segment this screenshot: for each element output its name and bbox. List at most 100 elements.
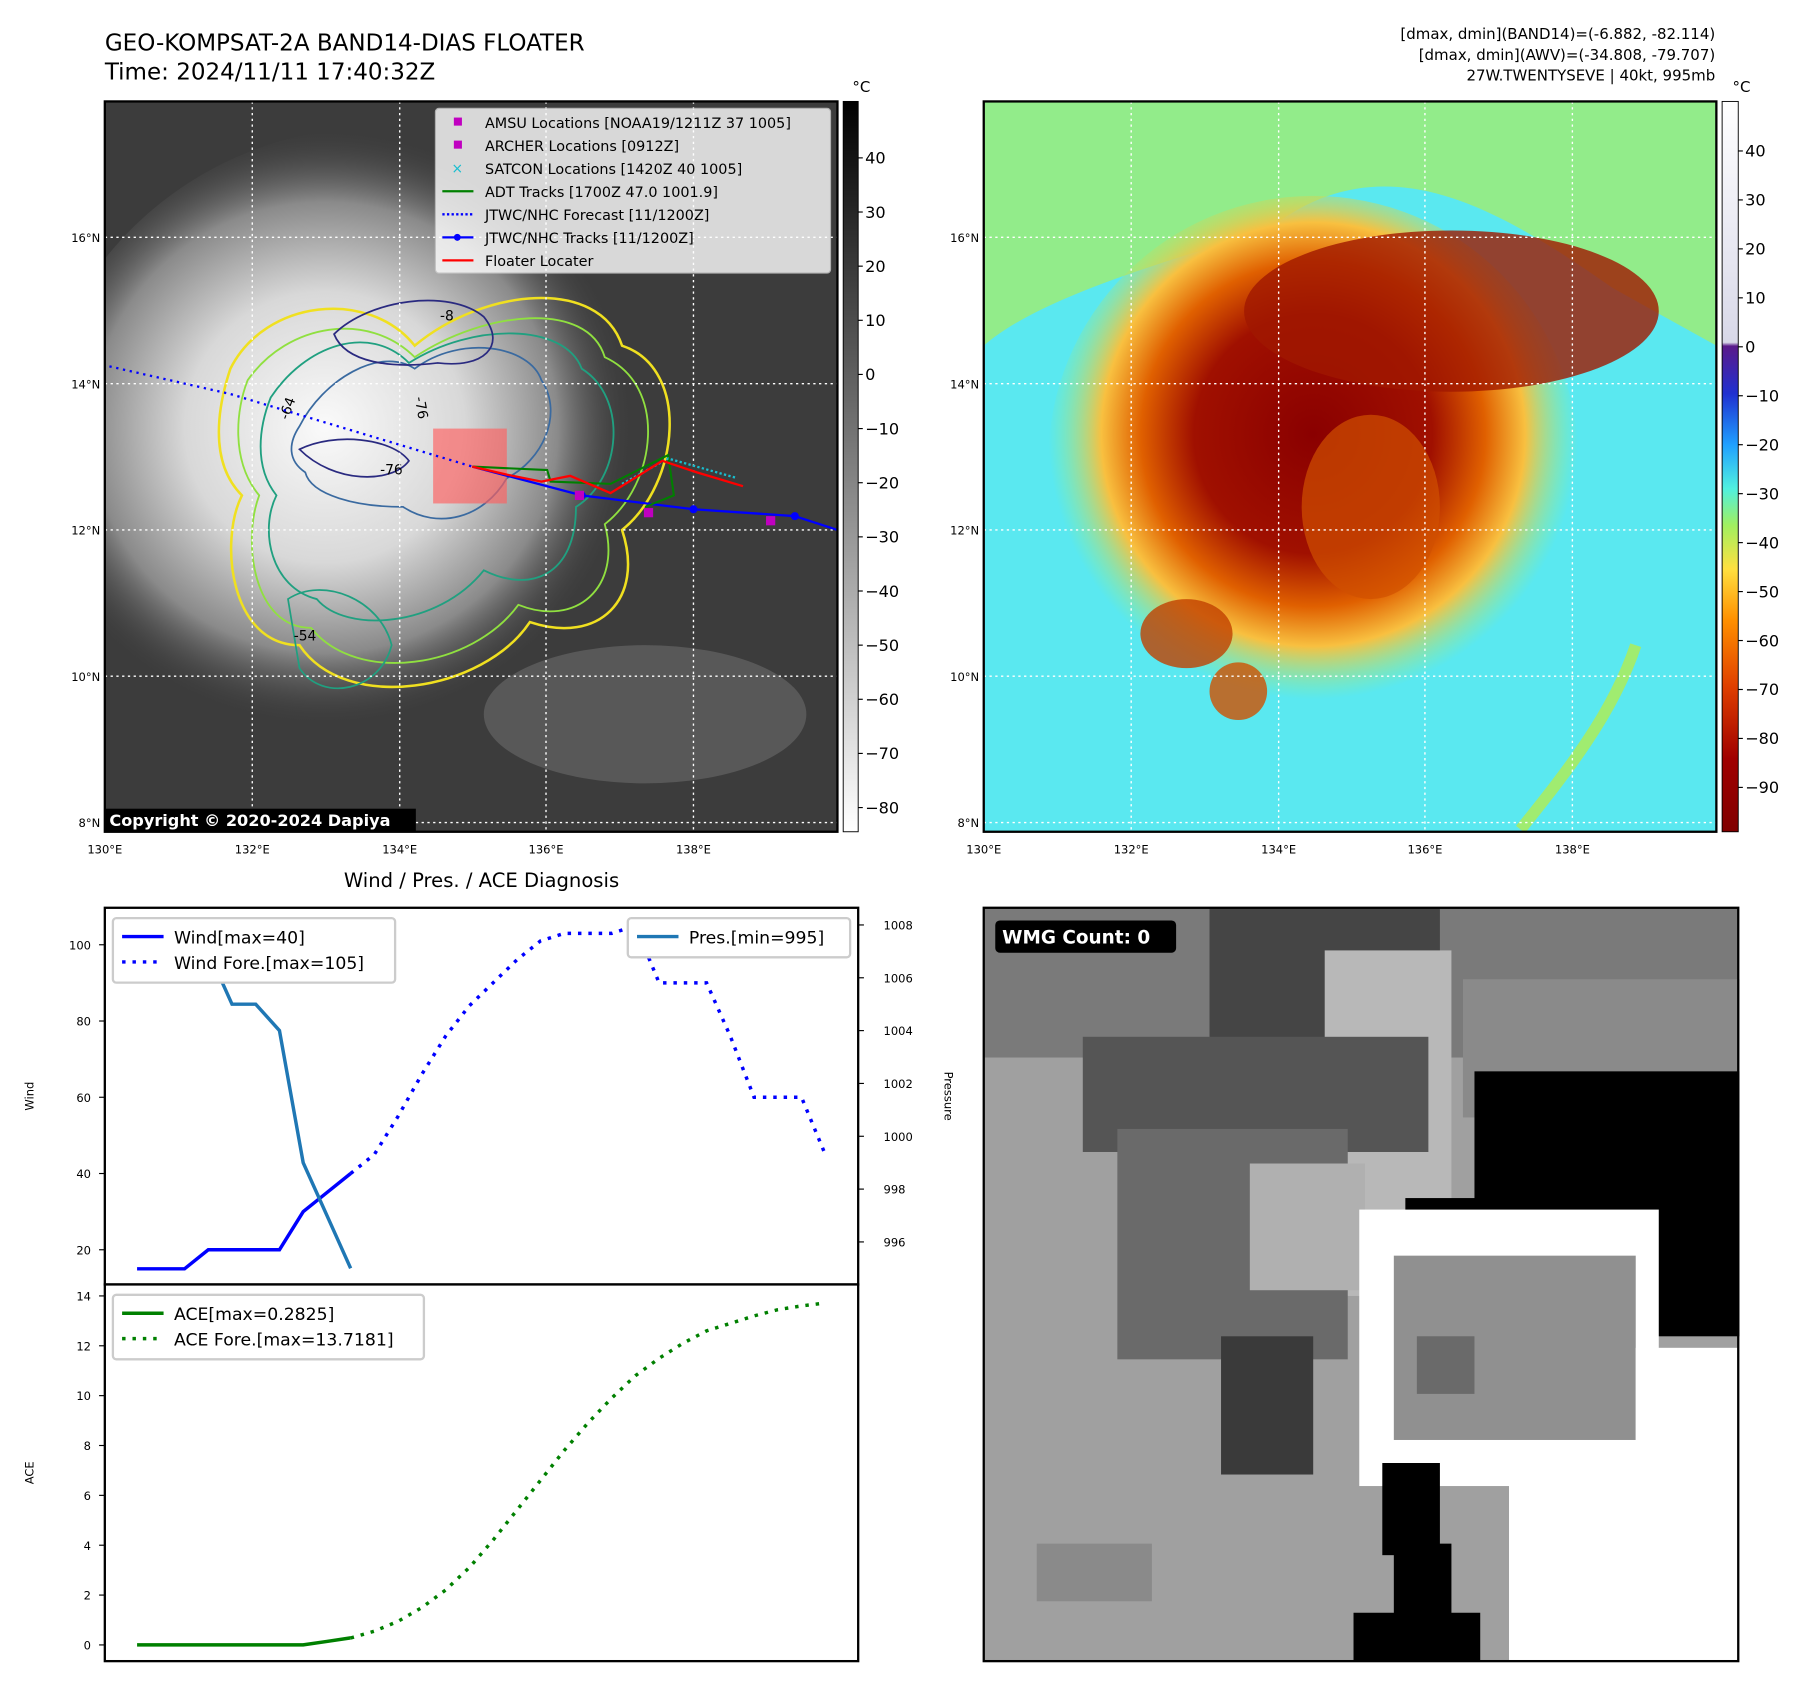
y-tick-label: 40 [76, 1167, 91, 1181]
cloud-band-north [1244, 230, 1659, 391]
chart-title: Wind / Pres. / ACE Diagnosis [344, 869, 619, 892]
color-colorbar [1722, 101, 1738, 831]
lat-label: 10°N [71, 670, 100, 684]
eye-region [1302, 415, 1440, 599]
legend-label: Wind[max=40] [174, 928, 305, 948]
y2-tick-label: 996 [884, 1236, 906, 1250]
info-line2: [dmax, dmin](AWV)=(-34.808, -79.707) [1419, 46, 1715, 64]
colorbar-tick-label: 10 [865, 311, 886, 330]
wmg-block [1417, 1336, 1475, 1394]
lat-label: 14°N [71, 377, 100, 391]
ir-map-panel: -64 -76 -8 -76 -54 AMSU Locat [35, 78, 900, 856]
y-tick-label: 20 [76, 1243, 91, 1257]
title-line2: Time: 2024/11/11 17:40:32Z [104, 60, 436, 86]
colorbar-tick-label: −80 [1745, 729, 1779, 748]
colorbar-tick-label: −70 [1745, 680, 1779, 699]
title-line1: GEO-KOMPSAT-2A BAND14-DIAS FLOATER [105, 31, 585, 57]
info-line3: 27W.TWENTYSEVE | 40kt, 995mb [1466, 67, 1715, 85]
colorbar-tick-label: −60 [1745, 631, 1779, 650]
lat-label: 16°N [71, 231, 100, 245]
legend-label: AMSU Locations [NOAA19/1211Z 37 1005] [485, 116, 791, 132]
lat-label: 14°N [950, 377, 979, 391]
legend-marker-square [454, 118, 462, 126]
y-tick-label: 8 [84, 1439, 91, 1453]
colorbar-tick-label: 30 [865, 203, 886, 222]
y2-tick-label: 1000 [884, 1130, 913, 1144]
y2-tick-label: 1006 [884, 971, 913, 985]
legend-label: JTWC/NHC Tracks [11/1200Z] [484, 231, 694, 247]
lon-label: 130°E [87, 843, 122, 857]
y-tick-label: 14 [76, 1290, 91, 1304]
cloud-cell [1140, 599, 1232, 668]
lat-label: 12°N [950, 524, 979, 538]
legend-label: SATCON Locations [1420Z 40 1005] [485, 162, 742, 178]
colorbar-tick-label: −30 [1745, 484, 1779, 503]
y-tick-label: 0 [84, 1639, 91, 1653]
colorbar-tick-label: −40 [865, 582, 899, 601]
colorbar-tick-label: −20 [1745, 435, 1779, 454]
lon-label: 138°E [676, 843, 711, 857]
lon-label: 134°E [1261, 843, 1296, 857]
y-tick-label: 10 [76, 1389, 91, 1403]
colorbar-tick-label: −20 [865, 473, 899, 492]
lat-label: 8°N [79, 816, 101, 830]
map-legend: AMSU Locations [NOAA19/1211Z 37 1005] ARC… [435, 108, 830, 273]
legend-label: ACE Fore.[max=13.7181] [174, 1331, 394, 1351]
legend-label: Pres.[min=995] [689, 928, 824, 948]
colorbar-tick-label: 30 [1745, 191, 1766, 210]
info-line1: [dmax, dmin](BAND14)=(-6.882, -82.114) [1400, 25, 1715, 43]
wmg-block [1037, 1544, 1152, 1602]
colorbar-tick-label: 0 [1745, 338, 1755, 357]
colorbar-tick-label: 20 [865, 257, 886, 276]
colorbar-tick-label: −10 [1745, 387, 1779, 406]
y-tick-label: 100 [69, 938, 91, 952]
copyright: Copyright © 2020-2024 Dapiya [109, 811, 390, 830]
colorbar-tick-label: −50 [1745, 582, 1779, 601]
y-axis-label: ACE [22, 1461, 36, 1484]
y-tick-label: 80 [76, 1015, 91, 1029]
lat-label: 12°N [71, 524, 100, 538]
contour-label: -54 [294, 629, 317, 645]
lon-label: 134°E [382, 843, 417, 857]
wmg-block [1509, 1475, 1739, 1662]
y-tick-label: 2 [84, 1589, 91, 1603]
lon-label: 138°E [1555, 843, 1590, 857]
y-tick-label: 12 [76, 1339, 91, 1353]
y-tick-label: 60 [76, 1091, 91, 1105]
y2-tick-label: 998 [884, 1183, 906, 1197]
y2-tick-label: 1002 [884, 1077, 913, 1091]
cloud-cell [1210, 662, 1268, 720]
legend-marker-dot [454, 234, 461, 241]
legend-marker-square [454, 141, 462, 149]
wmg-block [1221, 1336, 1313, 1474]
colorbar-unit: °C [1732, 78, 1750, 96]
wmg-count-label: WMG Count: 0 [1002, 927, 1150, 948]
colorbar-tick-label: −30 [865, 528, 899, 547]
y-tick-label: 6 [84, 1489, 91, 1503]
wmg-block [1382, 1463, 1440, 1555]
colorbar-tick-label: −60 [865, 690, 899, 709]
colorbar-tick-label: −40 [1745, 533, 1779, 552]
y-tick-label: 4 [84, 1539, 91, 1553]
lat-label: 8°N [957, 816, 979, 830]
colorbar-tick-label: 40 [1745, 142, 1766, 161]
colorbar-unit: °C [852, 78, 870, 96]
wmg-block [1354, 1613, 1481, 1661]
wmg-block [1394, 1544, 1452, 1625]
legend-label: ARCHER Locations [0912Z] [485, 139, 679, 155]
y2-tick-label: 1004 [884, 1024, 913, 1038]
legend-label: JTWC/NHC Forecast [11/1200Z] [484, 208, 709, 224]
legend-marker-x: × [452, 161, 464, 177]
lat-label: 10°N [950, 670, 979, 684]
legend-label: Wind Fore.[max=105] [174, 954, 364, 974]
lon-label: 136°E [529, 843, 564, 857]
legend-label: ADT Tracks [1700Z 47.0 1001.9] [485, 185, 718, 201]
colorbar-tick-label: −70 [865, 744, 899, 763]
gray-colorbar [843, 101, 858, 831]
colorbar-tick-label: −80 [865, 798, 899, 817]
legend-label: Floater Locater [485, 254, 594, 270]
